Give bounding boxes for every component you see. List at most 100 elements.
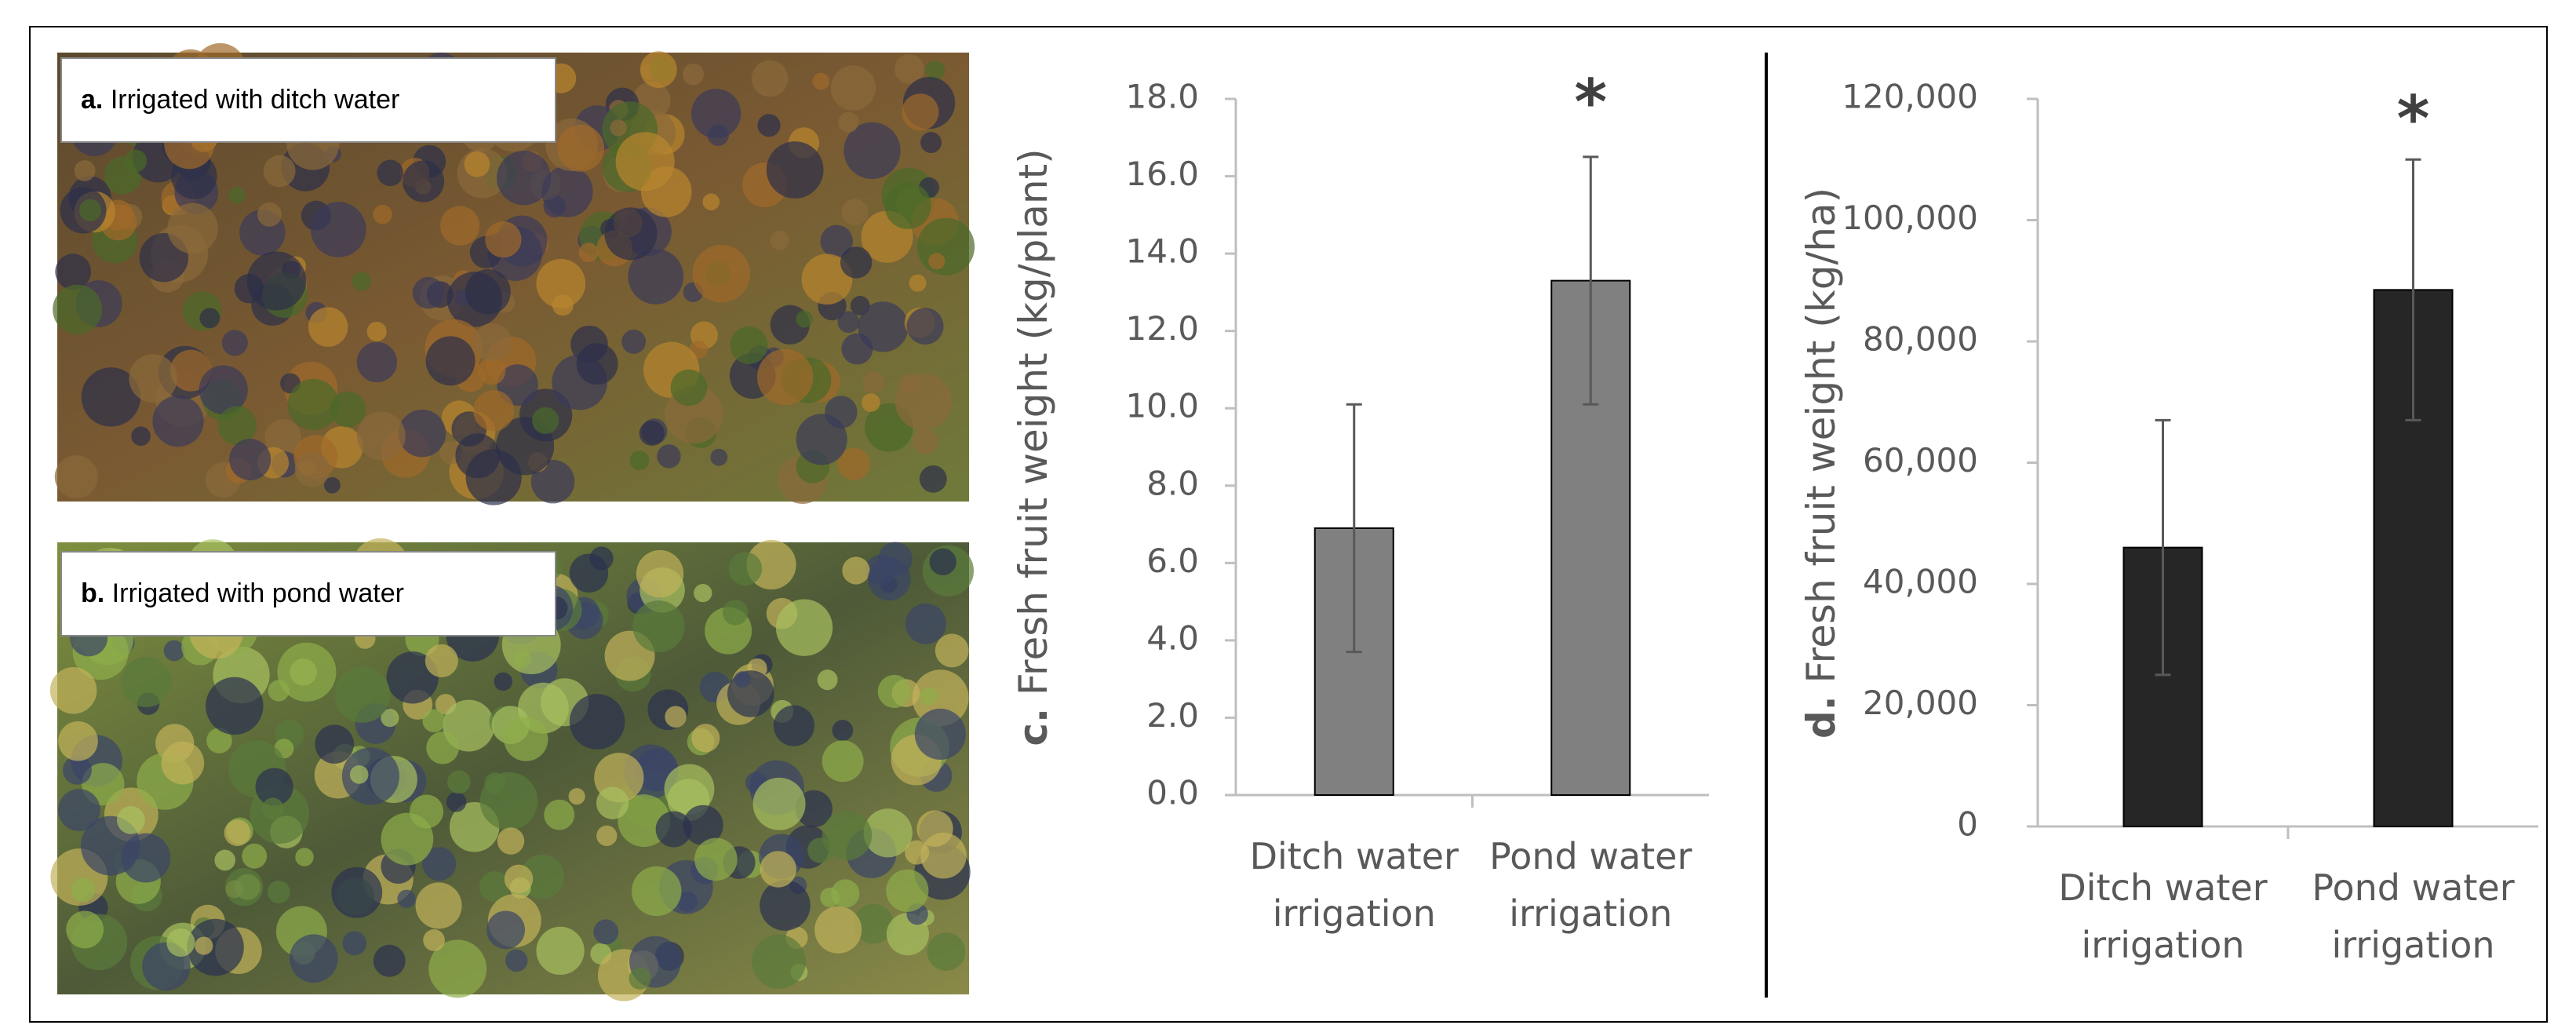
texture-dot <box>398 409 446 458</box>
y-label-text: Fresh fruit weight (kg/ha) <box>1798 188 1844 684</box>
texture-dot <box>330 391 366 428</box>
texture-dot <box>544 799 575 830</box>
texture-dot <box>830 65 876 111</box>
texture-dot <box>199 365 248 414</box>
texture-dot <box>615 132 675 192</box>
texture-dot <box>290 934 338 983</box>
significance-mark: * <box>1574 66 1607 139</box>
texture-dot <box>909 274 927 292</box>
texture-dot <box>578 243 599 263</box>
texture-dot <box>206 728 232 753</box>
texture-dot <box>53 284 103 334</box>
texture-dot <box>730 326 768 364</box>
texture-dot <box>752 777 806 830</box>
y-tick-label: 4.0 <box>1146 618 1199 657</box>
texture-dot <box>919 465 947 493</box>
texture-dot <box>403 160 445 202</box>
texture-dot <box>497 827 525 855</box>
texture-dot <box>342 931 367 956</box>
texture-dot <box>294 451 330 487</box>
texture-dot <box>261 797 284 820</box>
texture-dot <box>920 687 938 706</box>
texture-dot <box>894 54 924 84</box>
texture-dot <box>412 276 445 309</box>
texture-dot <box>519 854 565 899</box>
texture-dot <box>214 849 235 871</box>
texture-dot <box>228 186 246 204</box>
texture-dot <box>757 114 781 137</box>
texture-dot <box>924 60 946 81</box>
texture-dot <box>263 155 296 188</box>
texture-dot <box>682 64 705 86</box>
texture-dot <box>310 202 366 257</box>
y-tick-label: 14.0 <box>1125 232 1199 271</box>
texture-dot <box>121 656 172 708</box>
texture-dot <box>381 709 399 728</box>
y-tick-label: 6.0 <box>1146 542 1199 580</box>
texture-dot <box>670 369 708 407</box>
texture-dot <box>536 258 586 308</box>
x-tick-label: Ditch water irrigation <box>1249 835 1459 935</box>
texture-dot <box>264 419 301 456</box>
texture-dot <box>657 444 681 469</box>
texture-dot <box>569 694 625 750</box>
texture-dot <box>71 877 96 903</box>
texture-dot <box>124 149 148 173</box>
texture-dot <box>224 819 251 846</box>
texture-dot <box>773 705 814 746</box>
texture-dot <box>927 932 966 971</box>
texture-dot <box>727 670 774 717</box>
y-tick-label: 80,000 <box>1863 320 1978 359</box>
texture-dot <box>752 934 806 989</box>
photo-caption: a. Irrigated with ditch water <box>60 57 556 143</box>
texture-dot <box>664 764 715 815</box>
texture-dot <box>49 666 97 714</box>
texture-dot <box>536 926 585 976</box>
texture-dot <box>428 939 487 998</box>
texture-dot <box>217 406 257 446</box>
texture-dot <box>55 254 91 290</box>
photo-label: a. <box>81 85 104 115</box>
texture-dot <box>424 644 458 677</box>
texture-dot <box>425 336 475 386</box>
texture-dot <box>796 310 813 328</box>
texture-dot <box>331 866 383 918</box>
texture-dot <box>756 348 814 406</box>
panel-label: d. <box>1798 695 1844 739</box>
texture-dot <box>473 390 515 432</box>
texture-dot <box>349 765 369 784</box>
texture-dot <box>440 206 480 246</box>
texture-dot <box>807 837 833 863</box>
texture-dot <box>899 374 920 394</box>
texture-dot <box>862 371 885 394</box>
texture-dot <box>906 308 944 345</box>
y-tick-label: 0.0 <box>1146 774 1199 812</box>
texture-dot <box>840 246 873 279</box>
texture-dot <box>817 669 838 691</box>
texture-dot <box>935 633 969 668</box>
texture-dot <box>928 253 946 270</box>
texture-dot <box>814 906 862 954</box>
y-tick-label: 40,000 <box>1863 563 1978 601</box>
texture-dot <box>796 414 847 465</box>
texture-dot <box>62 755 92 785</box>
texture-dot <box>295 848 314 866</box>
texture-dot <box>315 724 355 764</box>
texture-dot <box>356 411 406 461</box>
texture-dot <box>812 72 830 90</box>
texture-dot <box>621 329 647 354</box>
texture-dot <box>163 640 185 662</box>
texture-dot <box>465 268 511 315</box>
texture-dot <box>257 202 282 227</box>
texture-dot <box>589 546 614 571</box>
texture-dot <box>822 810 873 861</box>
y-tick-label: 8.0 <box>1146 464 1199 502</box>
texture-dot <box>683 804 723 845</box>
texture-dot <box>760 851 796 888</box>
texture-dot <box>867 557 911 601</box>
panel-label: c. <box>1011 708 1056 746</box>
texture-dot <box>853 903 894 944</box>
x-tick-label: Pond water irrigation <box>1489 835 1692 935</box>
texture-dot <box>841 199 869 226</box>
texture-dot <box>728 552 763 585</box>
